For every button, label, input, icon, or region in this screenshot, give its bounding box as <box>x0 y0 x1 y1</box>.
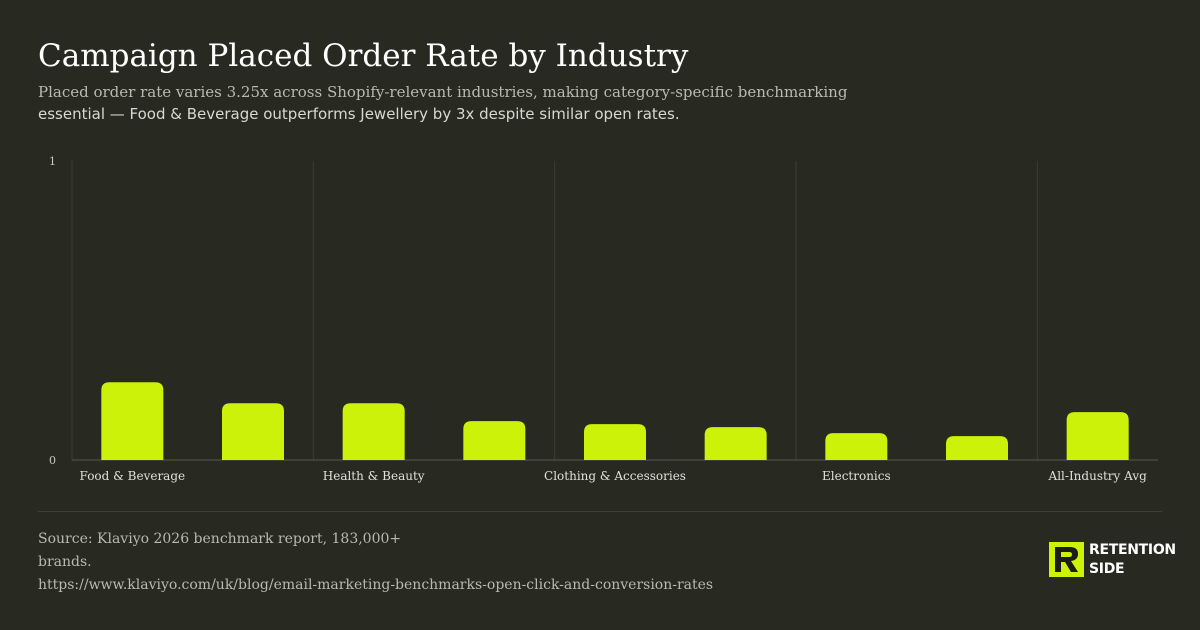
x-tick-label: Clothing & Accessories <box>544 469 686 483</box>
y-tick-label: 1 <box>49 155 56 168</box>
bar-chart: 0 1 Food & Beverage Health & Beauty Clothing… <box>49 155 1158 483</box>
bar <box>584 424 646 460</box>
retention-side-logo-icon <box>1049 542 1084 577</box>
x-tick-label: Food & Beverage <box>80 469 186 483</box>
bar <box>704 427 767 460</box>
bar <box>463 421 526 460</box>
chart-title: Campaign Placed Order Rate by Industry <box>38 38 689 74</box>
x-tick-label: Electronics <box>822 469 891 483</box>
brand-logo: RETENTION SIDE <box>1049 541 1176 579</box>
chart-subtitle-line1: Placed order rate varies 3.25x across Sh… <box>38 83 848 101</box>
bar <box>825 433 888 460</box>
brand-name-line2: SIDE <box>1089 561 1125 577</box>
x-tick-label: All-Industry Avg <box>1048 469 1148 483</box>
brand-name-line1: RETENTION <box>1089 542 1176 558</box>
x-tick-label: Health & Beauty <box>323 469 425 483</box>
brand-name: RETENTION SIDE <box>1089 541 1176 579</box>
footer-divider <box>38 511 1162 512</box>
bar <box>946 436 1008 460</box>
source-url: https://www.klaviyo.com/uk/blog/email-ma… <box>38 577 714 593</box>
chart-subtitle-line2: essential — Food & Beverage outperforms … <box>38 105 680 123</box>
y-tick-label: 0 <box>49 454 56 467</box>
bar <box>101 382 164 460</box>
bar <box>222 403 284 460</box>
bar <box>342 403 405 460</box>
source-line2: brands. <box>38 554 92 570</box>
source-note: Source: Klaviyo 2026 benchmark report, 1… <box>38 528 713 597</box>
bar <box>1066 412 1129 460</box>
source-line1: Source: Klaviyo 2026 benchmark report, 1… <box>38 531 402 547</box>
